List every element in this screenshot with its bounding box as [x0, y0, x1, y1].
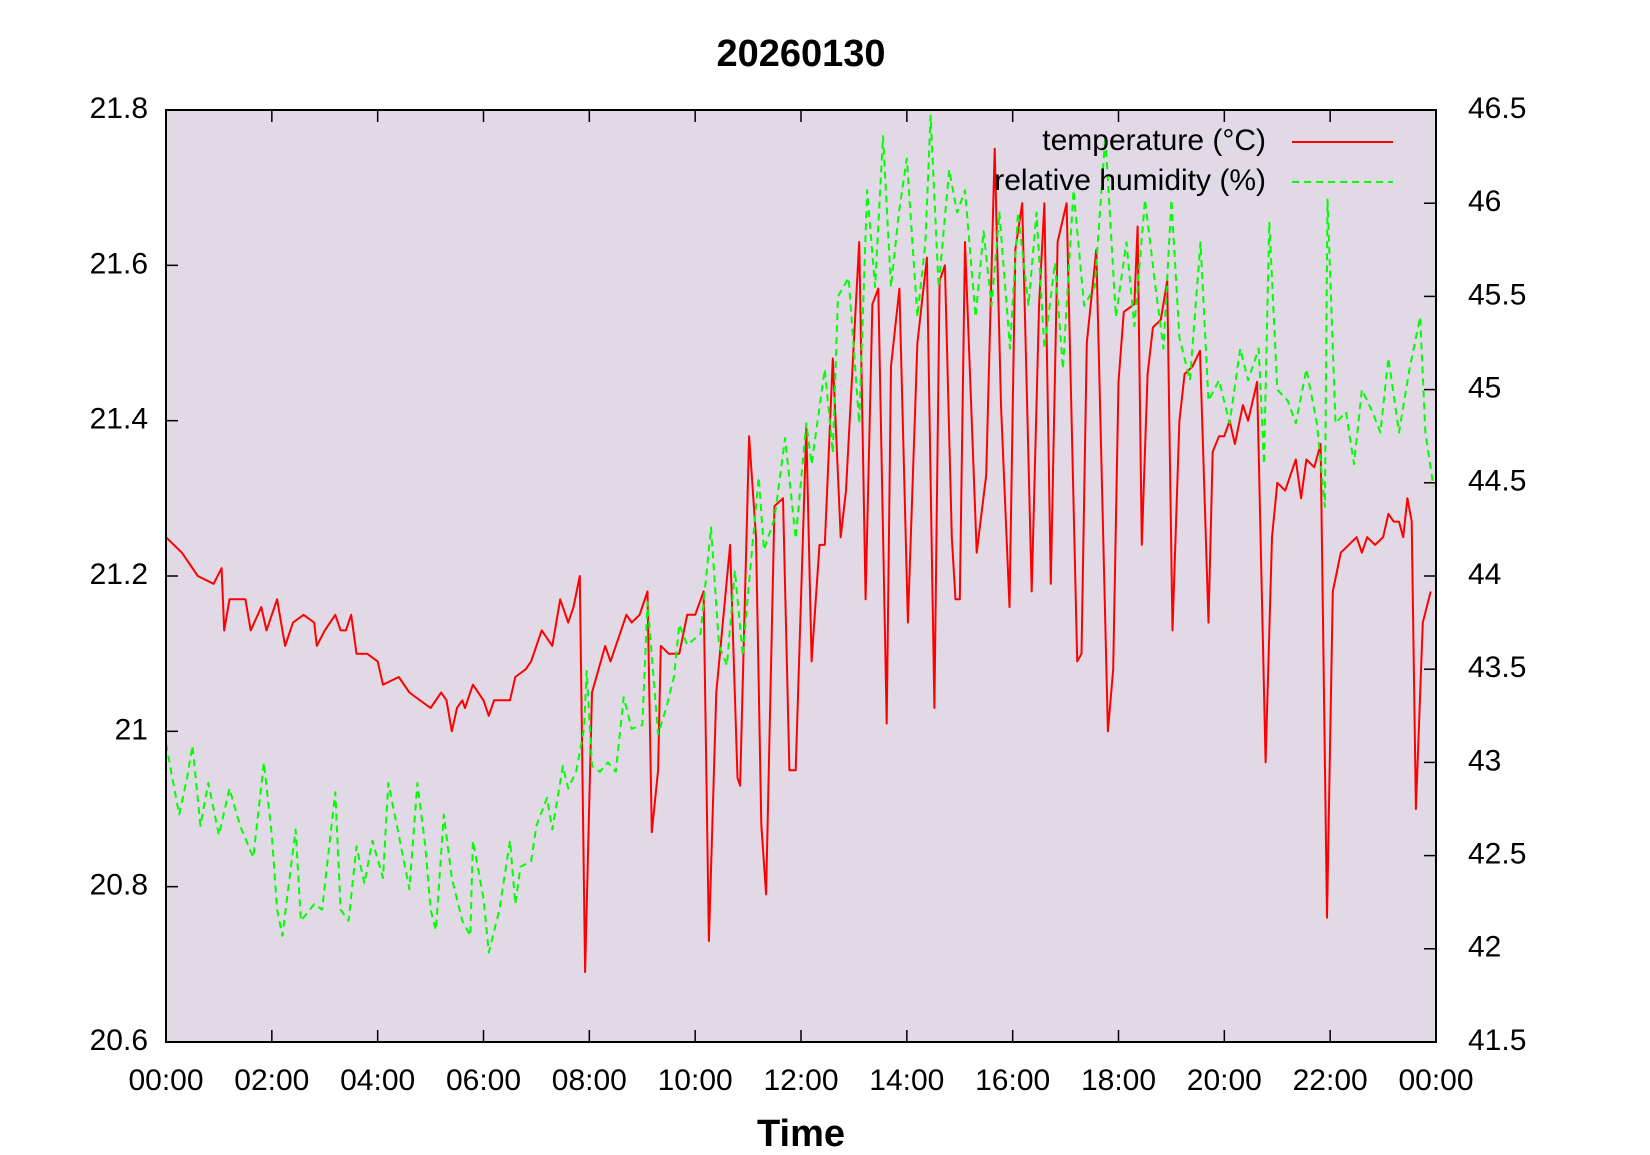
x-tick-label: 00:00	[128, 1064, 203, 1097]
y2-tick-label: 41.5	[1468, 1024, 1526, 1057]
y-tick-label: 20.6	[90, 1024, 148, 1057]
x-axis-label: Time	[757, 1113, 845, 1155]
y-tick-label: 21.8	[90, 92, 148, 125]
x-tick-label: 08:00	[552, 1064, 627, 1097]
y2-tick-label: 44.5	[1468, 465, 1526, 498]
y2-tick-label: 42	[1468, 931, 1501, 964]
y2-tick-label: 46	[1468, 185, 1501, 218]
x-tick-label: 10:00	[658, 1064, 733, 1097]
y-tick-label: 20.8	[90, 869, 148, 902]
plot-frame	[165, 109, 1437, 1043]
x-tick-label: 04:00	[340, 1064, 415, 1097]
x-tick-label: 02:00	[234, 1064, 309, 1097]
y2-tick-label: 44	[1468, 558, 1501, 591]
y-tick-label: 21.2	[90, 558, 148, 591]
y2-tick-label: 43	[1468, 744, 1501, 777]
y2-tick-label: 46.5	[1468, 92, 1526, 125]
x-tick-label: 06:00	[446, 1064, 521, 1097]
chart-title: 20260130	[716, 33, 885, 75]
y-tick-label: 21	[115, 713, 148, 746]
y2-tick-label: 43.5	[1468, 651, 1526, 684]
y-tick-label: 21.6	[90, 247, 148, 280]
y2-tick-label: 45.5	[1468, 278, 1526, 311]
legend-label: relative humidity (%)	[994, 164, 1266, 197]
y2-tick-label: 45	[1468, 372, 1501, 405]
x-tick-label: 16:00	[975, 1064, 1050, 1097]
x-tick-label: 14:00	[869, 1064, 944, 1097]
y2-tick-label: 42.5	[1468, 838, 1526, 871]
x-tick-label: 22:00	[1293, 1064, 1368, 1097]
x-tick-label: 12:00	[763, 1064, 838, 1097]
series-line	[166, 147, 1432, 974]
x-tick-label: 18:00	[1081, 1064, 1156, 1097]
legend-label: temperature (°C)	[1042, 124, 1266, 157]
y-tick-label: 21.4	[90, 403, 148, 436]
x-tick-label: 00:00	[1398, 1064, 1473, 1097]
x-tick-label: 20:00	[1187, 1064, 1262, 1097]
